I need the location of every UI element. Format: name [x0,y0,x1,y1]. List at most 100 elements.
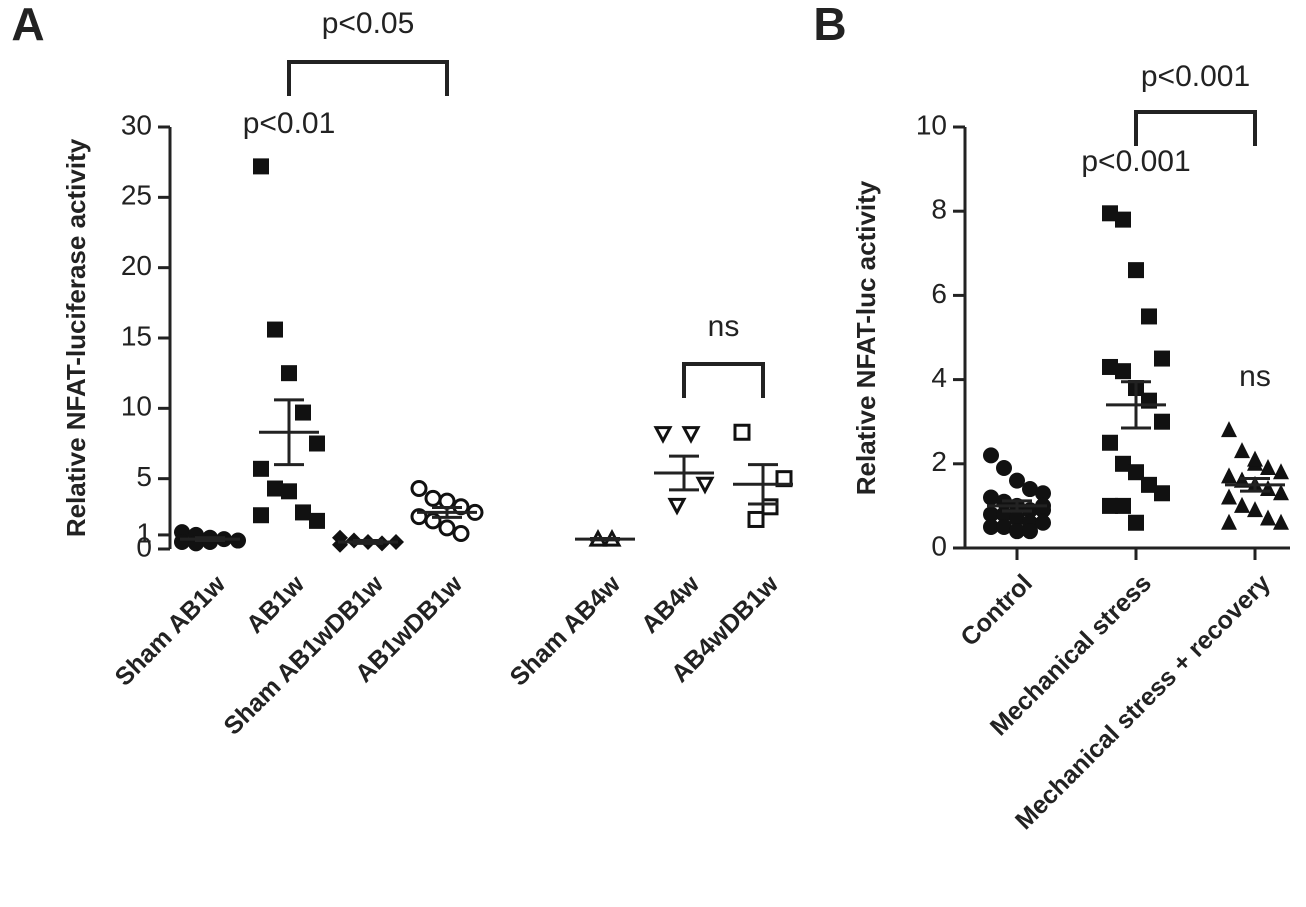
data-point [1221,513,1237,530]
data-point [174,533,190,550]
data-point [1273,463,1289,480]
data-point [747,510,765,528]
data-point [309,435,325,452]
x-tick-label: Control [955,569,1038,652]
data-point [295,504,311,521]
data-point [253,460,269,477]
y-axis-title: Relative NFAT-luc activity [851,180,881,495]
data-point [1260,509,1276,526]
data-point [1221,488,1237,505]
y-tick-label: 10 [916,109,947,140]
data-point [438,519,456,537]
data-point [983,447,999,464]
data-point [761,498,779,516]
data-point [1273,484,1289,501]
y-tick-label: 6 [931,278,947,309]
y-tick-label: 2 [931,446,947,477]
annotation: p<0.001 [1141,60,1250,93]
x-tick-label: Sham AB4w [505,570,627,692]
data-point [1115,455,1131,472]
data-point [667,497,687,516]
annotation: ns [1239,360,1271,393]
bracket [287,60,449,96]
y-tick-label: 1 [136,517,152,548]
x-tick-label: Sham AB1w [110,570,232,692]
data-point [1247,450,1263,467]
data-point [410,480,428,498]
data-point [733,423,751,441]
data-point [1022,523,1038,540]
data-point [1221,467,1237,484]
data-point [1260,459,1276,476]
data-point [253,158,269,175]
data-point [695,476,715,495]
data-point [983,518,999,535]
data-point [452,525,470,543]
data-point [1141,476,1157,493]
y-tick-label: 0 [136,531,152,562]
y-tick-label: 30 [121,109,152,140]
bracket [682,362,765,398]
y-tick-label: 8 [931,194,947,225]
data-point [1128,262,1144,279]
data-point [267,480,283,497]
data-point [1260,480,1276,497]
data-point [996,518,1012,535]
data-point [1102,434,1118,451]
x-tick-label: Mechanical stress + recovery [1010,569,1276,835]
data-point [1154,485,1170,502]
annotation: ns [708,310,740,343]
y-tick-label: 4 [931,362,947,393]
data-point [424,489,442,507]
annotation: p<0.01 [243,107,336,140]
data-point [1234,442,1250,459]
data-point [983,506,999,523]
data-point [1035,485,1051,502]
y-tick-label: 20 [121,250,152,281]
y-tick-label: 15 [121,320,152,351]
data-point [1115,363,1131,380]
data-point [1102,205,1118,222]
annotation: p<0.001 [1081,145,1190,178]
data-point [1009,510,1025,527]
data-point [281,365,297,382]
data-point [1154,413,1170,430]
y-tick-label: 25 [121,180,152,211]
y-tick-label: 5 [136,461,152,492]
data-point [681,426,701,444]
data-point [1102,497,1118,514]
data-point [1273,513,1289,530]
data-point [295,404,311,421]
bracket [1134,110,1257,146]
y-tick-label: 10 [121,391,152,422]
data-point [1009,523,1025,540]
data-point [1154,350,1170,367]
data-point [1022,481,1038,498]
data-point [1247,501,1263,518]
y-axis-title: Relative NFAT-luciferase activity [61,138,91,537]
data-point [1234,496,1250,513]
data-point [983,489,999,506]
data-point [1115,211,1131,228]
annotation: p<0.05 [322,7,415,40]
data-point [309,512,325,529]
x-tick-label: AB4w [636,570,705,639]
data-point [1128,514,1144,531]
panel-label: B [813,0,846,50]
data-point [253,507,269,524]
data-point [1221,421,1237,438]
data-point [1102,358,1118,375]
data-point [267,321,283,338]
data-point [1115,497,1131,514]
data-point [1035,514,1051,531]
data-point [996,460,1012,477]
data-point [281,483,297,500]
data-point [1009,472,1025,489]
x-tick-label: AB1w [241,570,310,639]
y-tick-label: 0 [931,530,947,561]
data-point [653,426,673,444]
data-point [1128,464,1144,481]
panel-label: A [11,0,44,50]
data-point [1141,308,1157,325]
